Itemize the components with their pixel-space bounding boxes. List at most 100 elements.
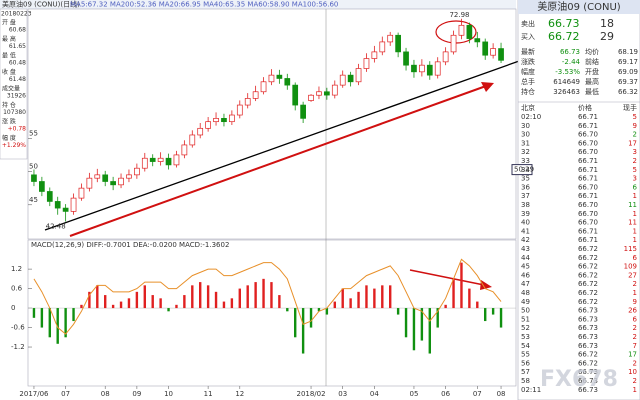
info-value: 60.68 — [9, 27, 26, 34]
stat-value: 68.19 — [618, 48, 638, 56]
quote-price: 66.72 — [548, 30, 580, 43]
x-tick-label: 03 — [338, 390, 347, 398]
macd-bar — [183, 295, 186, 309]
tick-time: 51 — [521, 315, 530, 323]
macd-bar — [143, 285, 146, 309]
candle-body — [62, 207, 69, 212]
tick-time: 56 — [521, 359, 530, 367]
trend-line — [44, 59, 523, 231]
y-tick-label: -1.2 — [11, 343, 25, 351]
candle-body — [387, 34, 394, 43]
tick-volume: 1 — [633, 227, 637, 235]
x-tick-label: 08 — [101, 390, 110, 398]
arrow-head — [481, 82, 494, 92]
macd-bar — [80, 304, 83, 309]
macd-bar — [428, 308, 431, 354]
info-value: 61.48 — [9, 76, 26, 83]
candle-body — [213, 118, 219, 123]
x-tick-label: 08 — [497, 390, 506, 398]
candle-body — [205, 121, 211, 129]
tick-time: 02:11 — [521, 386, 541, 394]
macd-bar — [56, 308, 59, 344]
macd-bar — [135, 291, 139, 309]
tick-time: 43 — [521, 245, 530, 253]
candle-body — [434, 61, 441, 76]
price-panel — [27, 8, 517, 240]
tick-price: 66.70 — [578, 201, 598, 209]
x-tick-label: 12 — [235, 390, 244, 398]
stat-value: 614649 — [553, 78, 580, 86]
quote-volume: 18 — [600, 17, 614, 30]
tick-volume: 6 — [633, 315, 638, 323]
candle-body — [260, 81, 267, 93]
tick-volume: 2 — [633, 324, 637, 332]
tick-price: 66.70 — [578, 210, 598, 218]
stat-value: 69.09 — [618, 68, 638, 76]
tick-volume: 6 — [633, 183, 638, 191]
candle-body — [31, 174, 37, 182]
tick-price: 66.72 — [578, 289, 598, 297]
macd-bar — [294, 308, 297, 338]
candle-body — [411, 64, 417, 73]
macd-bar — [389, 285, 392, 309]
arrow-head — [480, 280, 492, 290]
macd-bar — [341, 288, 344, 309]
candle-body — [86, 177, 93, 189]
x-tick-label: 11 — [204, 390, 213, 398]
tick-price: 66.71 — [578, 157, 598, 165]
quote-volume: 29 — [600, 30, 614, 43]
info-label: 持 仓 — [2, 101, 16, 109]
tick-time: 35 — [521, 175, 530, 183]
y-tick-label: 50 — [29, 163, 38, 171]
x-tick-label: 06 — [441, 390, 450, 398]
candle-body — [229, 114, 235, 123]
macd-title: MACD(12,26,9) DIFF:-0.7001 DEA:-0.0200 M… — [31, 241, 229, 249]
candle-body — [458, 24, 465, 36]
tick-price: 66.71 — [578, 175, 598, 183]
tick-time: 33 — [521, 157, 530, 165]
x-tick-label: 10 — [164, 390, 173, 398]
x-tick-label: 09 — [132, 390, 141, 398]
macd-bar — [373, 288, 376, 309]
quote-label: 卖出 — [521, 19, 535, 28]
tick-time: 41 — [521, 227, 530, 235]
stat-value: -2.44 — [562, 58, 581, 66]
tick-time: 31 — [521, 139, 530, 147]
candle-body — [426, 64, 433, 76]
candle-body — [54, 201, 61, 209]
tick-volume: 115 — [624, 245, 637, 253]
tick-price: 66.73 — [578, 386, 598, 394]
stat-label: 幅度 — [521, 67, 535, 76]
tick-volume: 1 — [633, 289, 637, 297]
macd-bar — [468, 288, 471, 309]
tick-time: 40 — [521, 219, 530, 227]
tick-volume: 11 — [628, 219, 637, 227]
tick-time: 53 — [521, 333, 530, 341]
candle-body — [316, 91, 322, 96]
y-tick-label: -0.6 — [11, 324, 25, 332]
candle-body — [134, 167, 140, 176]
tick-time: 36 — [521, 183, 530, 191]
candle-body — [450, 34, 457, 53]
macd-bar — [286, 308, 289, 312]
tick-price: 66.71 — [578, 227, 598, 235]
tick-volume: 11 — [628, 201, 637, 209]
info-value: 31926 — [7, 93, 26, 100]
candle-body — [490, 48, 496, 56]
tick-volume: 17 — [628, 351, 637, 359]
tick-volume: 1 — [633, 236, 637, 244]
candle-body — [70, 197, 77, 212]
candle-body — [244, 98, 251, 106]
macd-bar — [230, 298, 234, 309]
candle-body — [276, 74, 283, 79]
macd-bar — [199, 282, 202, 309]
stat-value: 326463 — [553, 88, 580, 96]
candle-body — [482, 41, 489, 56]
tick-time: 30 — [521, 131, 530, 139]
candle-body — [292, 84, 299, 106]
macd-bar — [301, 308, 305, 354]
candle-body — [403, 51, 409, 66]
symbol: 美原油09 (CONU)(日线) — [2, 0, 80, 9]
macd-panel — [27, 239, 517, 387]
macd-bar — [151, 295, 154, 309]
